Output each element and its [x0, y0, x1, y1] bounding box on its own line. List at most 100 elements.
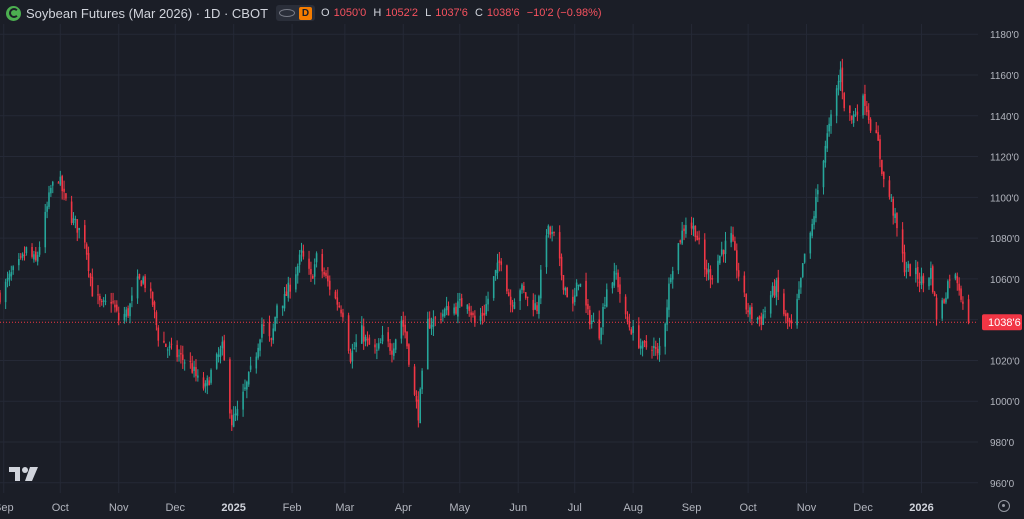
candle-body — [389, 343, 391, 351]
candle — [732, 226, 734, 243]
candle — [545, 229, 548, 274]
candle-body — [651, 349, 653, 351]
candle-body — [229, 359, 231, 414]
candle-body — [619, 284, 621, 294]
candle-body — [534, 303, 536, 310]
candle-body — [453, 307, 455, 314]
candle — [954, 272, 957, 281]
candle-body — [12, 266, 14, 271]
candle-body — [613, 271, 616, 286]
candle — [626, 311, 629, 325]
candle-body — [882, 172, 885, 180]
candle-body — [850, 115, 853, 120]
candle-body — [798, 289, 800, 299]
candle — [443, 307, 446, 318]
candle-body — [74, 219, 77, 221]
candle — [458, 292, 461, 309]
candle-body — [377, 343, 380, 349]
candle-body — [809, 232, 812, 254]
candle — [153, 300, 156, 319]
candle — [892, 196, 895, 225]
candle-body — [604, 304, 606, 306]
candle — [824, 140, 827, 168]
candle — [180, 345, 182, 364]
candle-body — [140, 280, 143, 287]
candle — [127, 305, 129, 318]
candle — [131, 287, 133, 308]
candle — [298, 250, 301, 273]
candle — [801, 262, 804, 279]
candle-body — [707, 269, 710, 273]
candle — [788, 317, 791, 327]
candle — [507, 288, 510, 297]
candle — [941, 297, 943, 322]
candle-body — [112, 301, 114, 303]
candle — [962, 296, 964, 310]
candle-body — [671, 271, 674, 280]
candle — [361, 316, 363, 344]
candle-body — [285, 291, 288, 296]
candle — [315, 251, 318, 268]
candle-body — [947, 281, 949, 299]
interval-badge[interactable]: D — [276, 5, 316, 21]
candle-body — [758, 316, 761, 319]
candle-body — [315, 253, 318, 263]
candle — [183, 359, 186, 371]
candle — [685, 217, 687, 238]
candle — [244, 379, 246, 391]
candle — [100, 298, 103, 306]
candle — [0, 289, 1, 305]
candle — [709, 265, 712, 289]
candle — [136, 269, 139, 304]
candle-body — [191, 363, 194, 373]
candle — [928, 277, 930, 290]
candle — [867, 103, 870, 124]
soybean-logo-icon — [6, 5, 21, 21]
last-price-label: 1038'6 — [988, 317, 1021, 329]
candle — [89, 272, 92, 287]
candle — [362, 318, 365, 350]
candle — [909, 263, 911, 277]
candle — [442, 309, 444, 322]
candle-body — [692, 225, 695, 230]
candle — [931, 264, 934, 294]
eye-icon[interactable] — [279, 9, 296, 17]
candle — [210, 368, 212, 385]
candle-body — [272, 328, 275, 341]
settings-icon[interactable] — [998, 500, 1010, 512]
candle — [852, 110, 855, 127]
candle — [890, 194, 893, 202]
candle-body — [338, 305, 340, 307]
candle-body — [532, 299, 535, 311]
candle — [381, 325, 384, 345]
candle-body — [445, 306, 448, 311]
candle-body — [104, 300, 107, 302]
candle-body — [195, 367, 197, 377]
candle-body — [342, 312, 344, 318]
candle-body — [18, 258, 20, 266]
candle — [110, 292, 112, 313]
candle-body — [933, 292, 936, 297]
candle-body — [481, 312, 484, 316]
candle-body — [877, 132, 879, 141]
candle-body — [822, 160, 825, 188]
candle-body — [918, 281, 921, 284]
candle — [144, 274, 146, 293]
tradingview-logo-icon[interactable] — [9, 466, 39, 482]
candle — [472, 311, 474, 318]
candle — [76, 219, 79, 242]
candle-body — [817, 190, 819, 195]
symbol-title[interactable]: Soybean Futures (Mar 2026) · 1D · CBOT — [26, 5, 269, 21]
candle — [129, 302, 131, 324]
candle-body — [538, 296, 540, 314]
candle — [850, 115, 853, 124]
candle-body — [99, 295, 101, 301]
candle-body — [21, 253, 24, 258]
candle — [523, 281, 525, 294]
candle-body — [683, 228, 685, 232]
candle — [387, 326, 389, 348]
y-tick-label: 1060'0 — [990, 275, 1020, 286]
candle-body — [242, 391, 244, 410]
y-tick-label: 1000'0 — [990, 397, 1020, 408]
